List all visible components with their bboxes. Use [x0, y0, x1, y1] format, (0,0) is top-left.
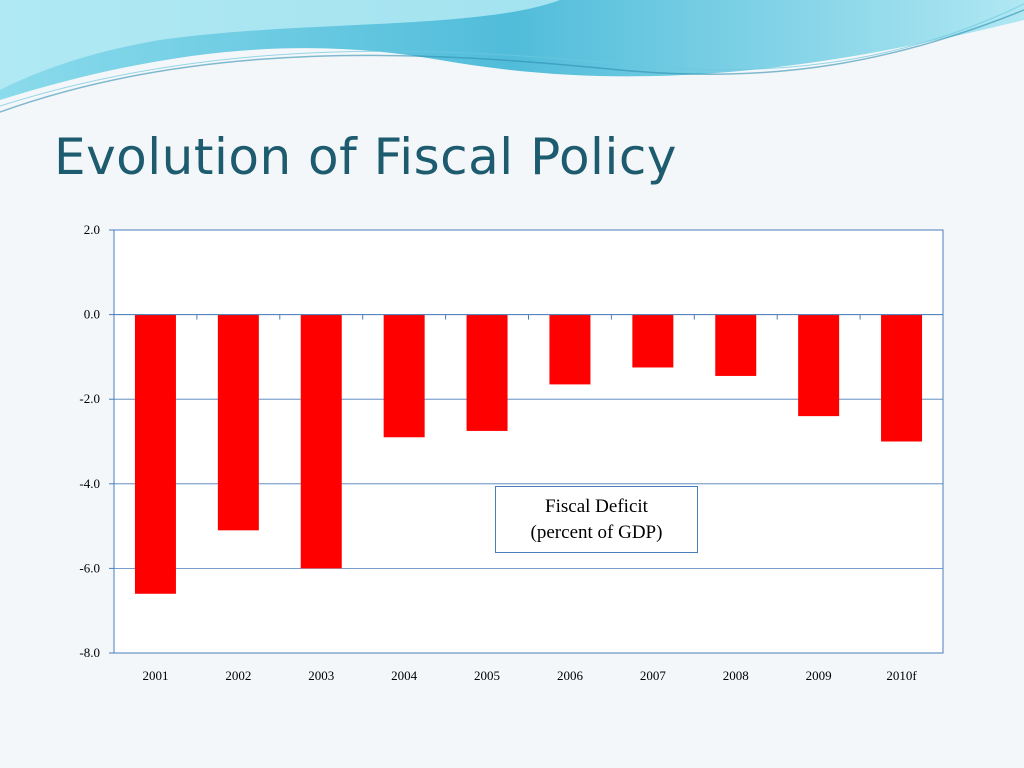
bar-2009	[798, 314, 840, 417]
y-tick-label: -4.0	[79, 476, 100, 491]
tick-labels: 2.0 0.0 -2.0 -4.0 -6.0 -8.0 2001 2002 2003 2004 20…	[79, 222, 917, 683]
bar-2001	[134, 314, 176, 594]
slide-title: Evolution of Fiscal Policy	[54, 128, 677, 186]
y-tick-label: 0.0	[84, 307, 100, 322]
header-wave-decoration	[0, 0, 1024, 113]
x-tick-label: 2008	[723, 668, 749, 683]
bar-2003	[300, 314, 342, 569]
bar-2002	[217, 314, 259, 531]
bar-2006	[549, 314, 591, 385]
x-tick-label: 2003	[308, 668, 334, 683]
x-tick-label: 2005	[474, 668, 500, 683]
bar-2005	[466, 314, 508, 431]
x-tick-label: 2006	[557, 668, 584, 683]
bar-2010f	[881, 314, 923, 442]
x-tick-label: 2010f	[886, 668, 917, 683]
chart-annotation-box: Fiscal Deficit (percent of GDP)	[495, 486, 698, 553]
bars	[134, 314, 923, 594]
bar-2007	[632, 314, 674, 368]
x-tick-label: 2007	[640, 668, 667, 683]
y-tick-label: -8.0	[79, 645, 100, 660]
plot-frame	[113, 229, 944, 654]
bar-2008	[715, 314, 757, 376]
x-tick-label: 2009	[806, 668, 832, 683]
axes	[109, 229, 944, 654]
bar-2004	[383, 314, 425, 438]
y-tick-label: 2.0	[84, 222, 100, 237]
x-tick-label: 2004	[391, 668, 418, 683]
x-tick-label: 2002	[225, 668, 251, 683]
x-tick-label: 2001	[142, 668, 168, 683]
y-tick-label: -6.0	[79, 560, 100, 575]
annotation-line-1: Fiscal Deficit	[545, 496, 648, 517]
annotation-line-2: (percent of GDP)	[530, 522, 663, 543]
y-tick-label: -2.0	[79, 391, 100, 406]
